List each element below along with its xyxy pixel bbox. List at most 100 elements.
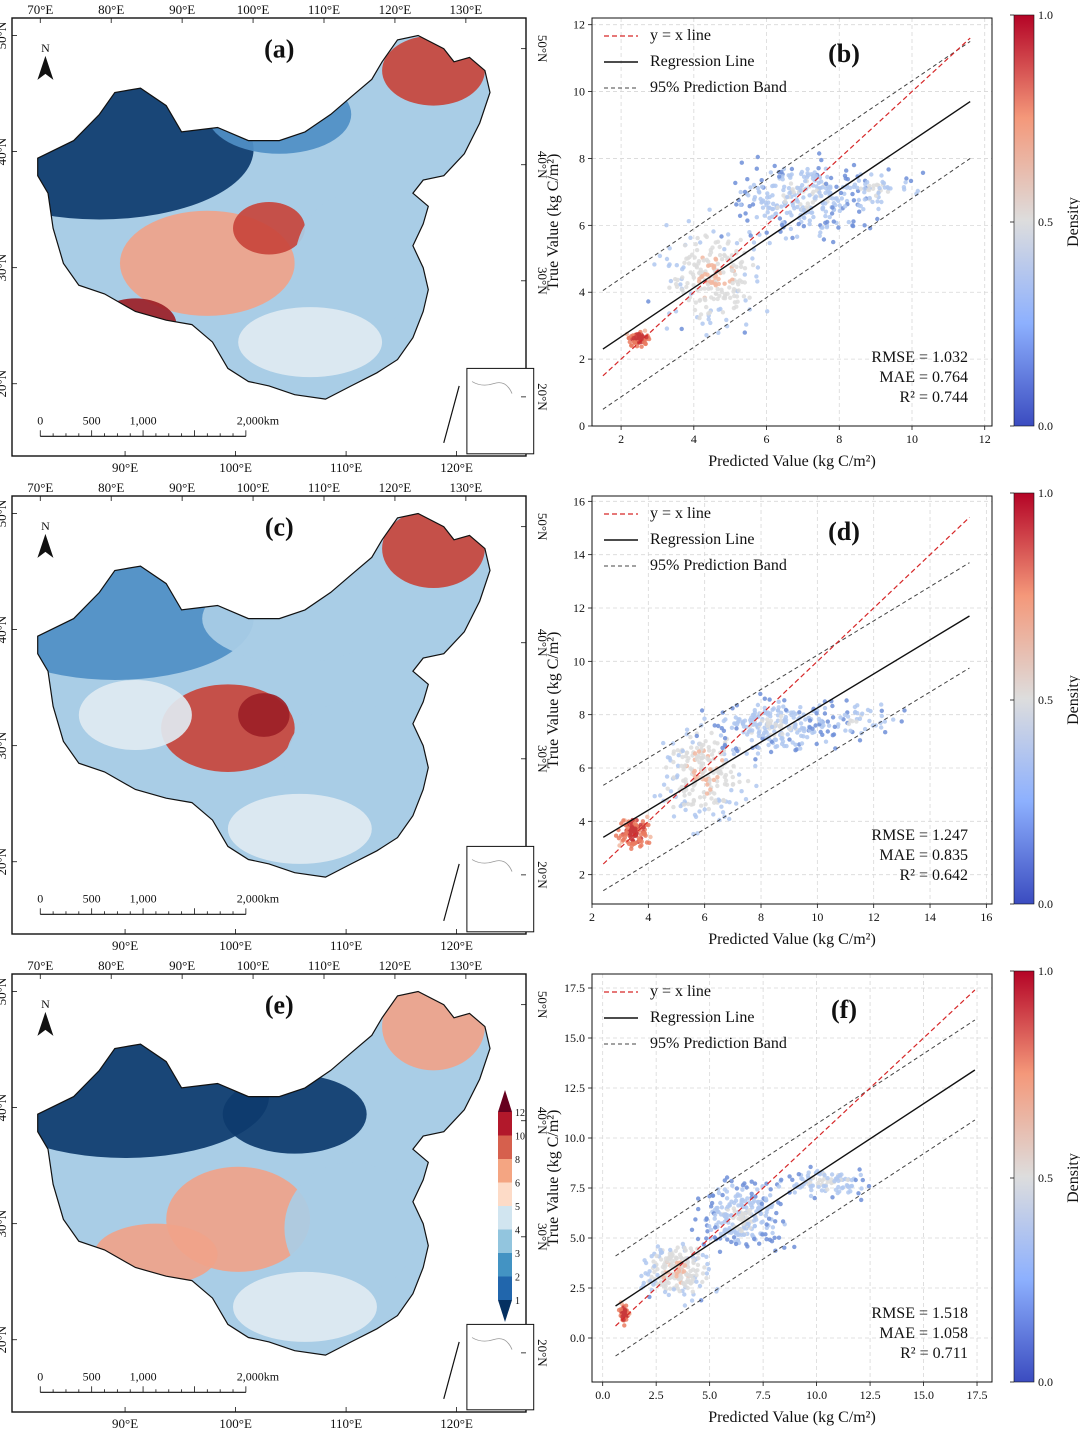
- scatter-point: [786, 173, 791, 178]
- scatter-point: [790, 235, 795, 241]
- band-lower-line: [615, 1119, 976, 1357]
- x-tick-label: 5.0: [702, 1388, 717, 1402]
- scatter-point: [686, 219, 691, 224]
- scatter-point: [715, 1187, 721, 1192]
- scatter-point: [737, 779, 742, 785]
- scatter-point: [846, 219, 851, 225]
- scatter-point: [781, 193, 786, 198]
- scatter-point: [706, 806, 711, 812]
- scatter-point: [702, 807, 707, 812]
- x-tick-label: 2: [589, 910, 595, 924]
- scatter-point: [728, 295, 733, 300]
- x-axis-title: Predicted Value (kg C/m²): [708, 1409, 876, 1426]
- scatter-point: [866, 1184, 872, 1189]
- scatter-point: [819, 157, 824, 163]
- scatter-point: [641, 825, 646, 830]
- colorbar-label: 6: [515, 1179, 520, 1190]
- scatter-point: [742, 330, 747, 335]
- y-tick-label: 2: [579, 352, 585, 366]
- scatter-point: [679, 763, 684, 769]
- legend-label: 95% Prediction Band: [650, 557, 787, 574]
- top-lon-label: 70°E: [27, 2, 53, 17]
- scatter-point: [772, 737, 778, 742]
- right-lat-label: 40°N: [535, 151, 550, 179]
- scatter-point: [668, 278, 674, 284]
- scatter-point: [803, 178, 808, 184]
- scatter-point: [729, 1239, 734, 1245]
- colorbar-segment: [498, 1229, 512, 1253]
- scatter-point: [781, 166, 787, 172]
- scatter-point: [759, 178, 764, 183]
- scatter-point: [805, 735, 810, 740]
- scatter-point: [750, 1232, 755, 1238]
- scatter-point: [696, 1206, 701, 1212]
- density-tick-label: 0.5: [1038, 693, 1053, 707]
- colorbar-label: 8: [515, 1155, 520, 1166]
- scatter-point: [689, 745, 694, 750]
- scatter-point: [798, 746, 803, 751]
- scatter-point: [752, 1224, 757, 1229]
- scatter-point: [780, 177, 785, 182]
- scatter-point: [712, 1207, 718, 1213]
- scatter-point: [702, 296, 707, 301]
- scatter-point: [834, 196, 839, 201]
- north-arrow-label: N: [41, 519, 50, 533]
- scatter-point: [679, 784, 684, 790]
- scatter-point: [673, 1248, 678, 1254]
- scatter-point: [682, 1263, 688, 1268]
- scatter-point: [750, 256, 755, 261]
- scatter-point: [765, 210, 770, 215]
- scatter-point: [681, 265, 686, 270]
- scatter-point: [822, 1173, 827, 1178]
- scatter-point: [859, 1197, 864, 1203]
- scatter-point: [700, 1279, 705, 1285]
- scatter-point: [722, 736, 728, 741]
- scatter-point: [679, 326, 684, 332]
- scatter-point: [727, 285, 732, 290]
- metric-label: MAE = 0.835: [879, 847, 968, 864]
- scatter-point: [718, 1200, 723, 1206]
- scatter-point: [734, 801, 739, 806]
- metric-label: MAE = 0.764: [879, 369, 968, 386]
- scatter-point: [706, 259, 711, 264]
- scatter-point: [739, 259, 745, 265]
- colorbar-extend-top: [498, 1090, 512, 1112]
- scatter-point: [857, 1167, 862, 1172]
- scatter-point: [837, 208, 842, 214]
- scatter-point: [708, 787, 713, 792]
- scatter-point: [794, 197, 799, 202]
- bottom-lon-label: 120°E: [440, 460, 473, 475]
- scatter-point: [821, 237, 827, 242]
- scatter-point: [683, 763, 688, 768]
- right-lat-label: 20°N: [535, 861, 550, 889]
- map-region: [233, 201, 305, 255]
- scatter-point: [780, 1219, 786, 1224]
- scatter-point: [712, 1212, 718, 1218]
- scatter-point: [809, 210, 815, 215]
- scatter-point: [903, 180, 908, 185]
- regression-line: [602, 615, 970, 838]
- colorbar-segment: [498, 1182, 512, 1206]
- scatter-point: [715, 775, 720, 780]
- scatter-point: [764, 730, 769, 735]
- density-title: Density: [1065, 1153, 1080, 1203]
- scatter-point: [799, 1184, 804, 1189]
- scatter-point: [655, 1267, 660, 1272]
- y-axis-title: True Value (kg C/m²): [545, 632, 562, 769]
- colorbar-segment: [498, 1276, 512, 1300]
- scatter-point: [856, 1191, 861, 1196]
- y-tick-label: 10: [573, 85, 585, 99]
- scatter-point: [782, 199, 788, 204]
- scatter-point: [828, 190, 833, 196]
- scatter-point: [769, 739, 774, 744]
- top-lon-label: 120°E: [379, 2, 412, 17]
- scatter-point: [734, 241, 740, 246]
- north-arrow-icon: [37, 533, 54, 558]
- scatter-point: [767, 697, 772, 702]
- scatter-point: [839, 1172, 844, 1177]
- inset-coast: [471, 381, 513, 394]
- scatter-point: [740, 1213, 745, 1218]
- scatter-point: [654, 1253, 659, 1259]
- scatter-point: [704, 304, 709, 310]
- scatter-point: [834, 184, 839, 189]
